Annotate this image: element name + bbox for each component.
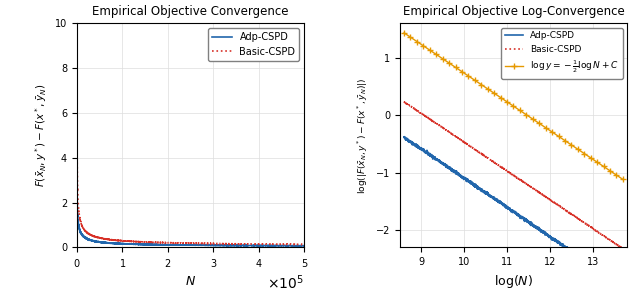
Basic-CSPD [260,242,268,246]
Y-axis label: $F(\bar{x}_N, y^*) - F(x^*, \bar{y}_N)$: $F(\bar{x}_N, y^*) - F(x^*, \bar{y}_N)$ [33,84,49,187]
$\log y = -\frac{1}{2} \log N + C$ [484,87,492,91]
$\log y = -\frac{1}{2} \log N + C$ [612,173,620,177]
Adp-CSPD [160,243,168,246]
$\log y = -\frac{1}{2} \log N + C$ [568,143,575,147]
Line: Basic-CSPD: Basic-CSPD [404,102,623,249]
Adp-CSPD [115,242,122,245]
$\log y = -\frac{1}{2} \log N + C$ [574,148,582,151]
Legend: Adp-CSPD, Basic-CSPD, $\log y = -\frac{1}{2} \log N + C$: Adp-CSPD, Basic-CSPD, $\log y = -\frac{1… [501,28,623,79]
Line: $\log y = -\frac{1}{2} \log N + C$: $\log y = -\frac{1}{2} \log N + C$ [401,29,627,183]
Basic-CSPD [209,242,217,245]
Title: Empirical Objective Log-Convergence: Empirical Objective Log-Convergence [403,5,625,18]
Basic-CSPD [619,247,627,251]
Line: Basic-CSPD: Basic-CSPD [77,0,304,244]
$\log y = -\frac{1}{2} \log N + C$ [433,53,440,56]
Adp-CSPD [507,209,515,212]
$\log y = -\frac{1}{2} \log N + C$ [555,134,563,138]
$\log y = -\frac{1}{2} \log N + C$ [477,83,485,86]
Adp-CSPD [401,135,408,139]
Basic-CSPD [507,171,515,175]
Adp-CSPD [260,244,268,247]
Adp-CSPD [613,281,621,284]
$\log y = -\frac{1}{2} \log N + C$ [522,113,530,116]
$\log y = -\frac{1}{2} \log N + C$ [497,96,504,99]
$\log y = -\frac{1}{2} \log N + C$ [587,156,595,159]
X-axis label: $N$: $N$ [185,275,196,288]
$\log y = -\frac{1}{2} \log N + C$ [600,165,607,168]
Adp-CSPD [612,281,620,285]
$\log y = -\frac{1}{2} \log N + C$ [580,152,588,155]
Basic-CSPD [501,168,509,171]
$\log y = -\frac{1}{2} \log N + C$ [420,44,428,47]
$\log y = -\frac{1}{2} \log N + C$ [471,79,479,82]
Basic-CSPD [115,239,122,242]
Line: Adp-CSPD: Adp-CSPD [77,100,304,246]
Legend: Adp-CSPD, Basic-CSPD: Adp-CSPD, Basic-CSPD [209,28,300,61]
Title: Empirical Objective Convergence: Empirical Objective Convergence [92,5,289,18]
Adp-CSPD [501,203,509,207]
$\log y = -\frac{1}{2} \log N + C$ [548,130,556,134]
$\log y = -\frac{1}{2} \log N + C$ [516,109,524,112]
X-axis label: $\log(N)$: $\log(N)$ [494,273,533,290]
$\log y = -\frac{1}{2} \log N + C$ [413,40,420,43]
Adp-CSPD [243,244,250,247]
Adp-CSPD [412,144,419,147]
Adp-CSPD [221,244,228,247]
$\log y = -\frac{1}{2} \log N + C$ [406,36,414,39]
$\log y = -\frac{1}{2} \log N + C$ [439,57,447,61]
Basic-CSPD [300,243,308,246]
Adp-CSPD [291,244,298,248]
$\log y = -\frac{1}{2} \log N + C$ [561,139,569,142]
Adp-CSPD [73,98,81,101]
$\log y = -\frac{1}{2} \log N + C$ [445,61,453,65]
Basic-CSPD [401,100,408,104]
$\log y = -\frac{1}{2} \log N + C$ [619,178,627,181]
$\log y = -\frac{1}{2} \log N + C$ [490,91,498,95]
Basic-CSPD [612,242,620,246]
$\log y = -\frac{1}{2} \log N + C$ [593,160,601,164]
$\log y = -\frac{1}{2} \log N + C$ [606,169,614,173]
$\log y = -\frac{1}{2} \log N + C$ [536,122,543,125]
Basic-CSPD [613,243,621,246]
Basic-CSPD [412,107,419,111]
Basic-CSPD [619,247,627,251]
Basic-CSPD [573,216,580,219]
$\log y = -\frac{1}{2} \log N + C$ [426,48,434,52]
$\log y = -\frac{1}{2} \log N + C$ [542,126,550,129]
$\log y = -\frac{1}{2} \log N + C$ [529,117,536,121]
Basic-CSPD [243,242,250,246]
Basic-CSPD [221,242,228,246]
Adp-CSPD [573,253,580,257]
$\log y = -\frac{1}{2} \log N + C$ [400,31,408,35]
Line: Adp-CSPD: Adp-CSPD [404,137,623,288]
$\log y = -\frac{1}{2} \log N + C$ [452,66,460,69]
Adp-CSPD [400,135,408,139]
Adp-CSPD [619,286,627,289]
Y-axis label: $\log(|F(\bar{x}_N, y^*) - F(x^*, \bar{y}_N)|)$: $\log(|F(\bar{x}_N, y^*) - F(x^*, \bar{y… [356,77,370,194]
Adp-CSPD [209,244,217,247]
Basic-CSPD [160,241,168,244]
$\log y = -\frac{1}{2} \log N + C$ [465,74,472,78]
$\log y = -\frac{1}{2} \log N + C$ [458,70,466,73]
$\log y = -\frac{1}{2} \log N + C$ [503,100,511,104]
$\log y = -\frac{1}{2} \log N + C$ [509,104,517,108]
Adp-CSPD [300,244,308,248]
Basic-CSPD [290,243,298,246]
Basic-CSPD [73,0,81,1]
Basic-CSPD [400,100,408,104]
